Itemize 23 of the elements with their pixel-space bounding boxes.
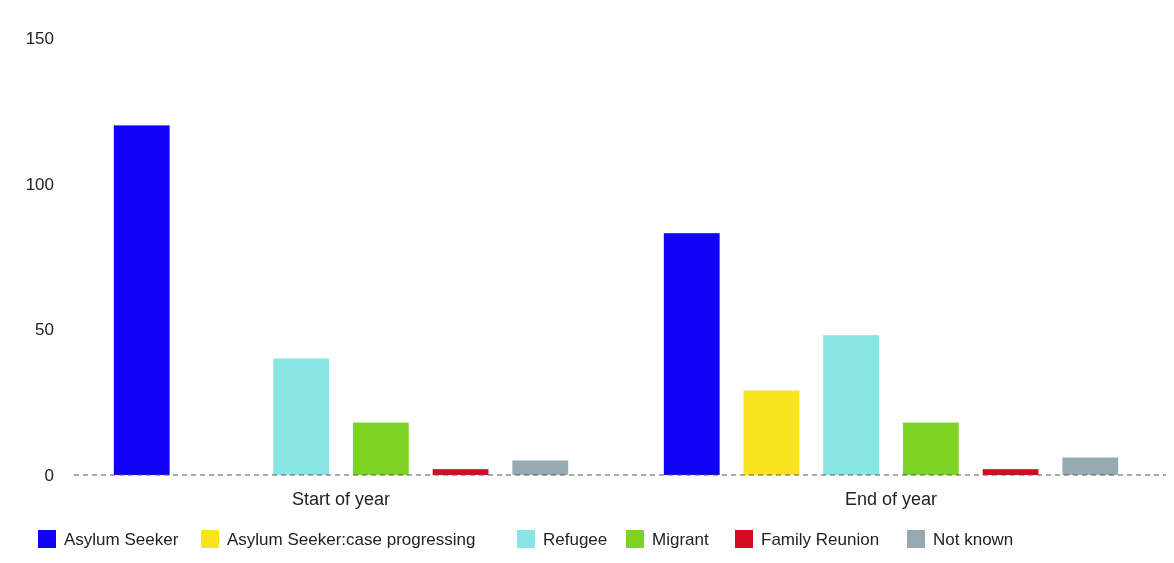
bar [663, 233, 720, 475]
legend-label: Asylum Seeker:case progressing [227, 529, 476, 549]
bar [432, 469, 489, 475]
legend-label: Family Reunion [761, 529, 880, 549]
legend-label: Migrant [652, 529, 709, 549]
bar [1062, 457, 1119, 475]
bar [273, 358, 330, 475]
legend-label: Not known [933, 529, 1014, 549]
y-tick-label: 150 [25, 28, 54, 48]
bar [902, 422, 959, 475]
y-tick-label: 100 [25, 174, 54, 194]
x-tick-label: End of year [844, 489, 938, 509]
bar [512, 460, 569, 475]
legend-label: Refugee [543, 529, 608, 549]
bar [743, 390, 800, 475]
y-tick-label: 50 [35, 320, 54, 340]
y-tick-label: 0 [44, 465, 54, 485]
bar [352, 422, 409, 475]
bar [823, 335, 880, 475]
x-tick-label: Start of year [291, 489, 391, 509]
legend-label: Asylum Seeker [64, 529, 179, 549]
bar [982, 469, 1039, 475]
bar [113, 125, 170, 475]
